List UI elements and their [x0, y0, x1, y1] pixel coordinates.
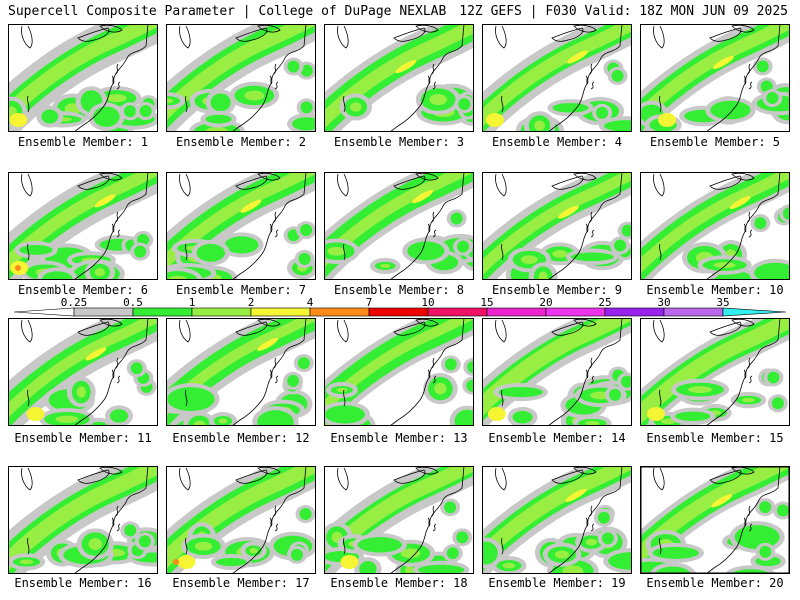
ensemble-member-map[interactable]: [640, 466, 790, 574]
scp-map-plot: [166, 24, 316, 132]
scp-map-plot: [640, 24, 790, 132]
ensemble-member-map[interactable]: [8, 318, 158, 426]
ensemble-member-label: Ensemble Member: 9: [491, 283, 623, 297]
ensemble-member-map[interactable]: [482, 24, 632, 132]
ensemble-member-label: Ensemble Member: 10: [646, 283, 784, 297]
ensemble-member-label: Ensemble Member: 13: [330, 431, 468, 445]
colorbar-tick-label: 15: [480, 296, 493, 309]
scp-map-plot: [324, 318, 474, 426]
ensemble-member-map[interactable]: [640, 24, 790, 132]
colorbar-tick-label: 1: [189, 296, 196, 309]
ensemble-member-map[interactable]: [166, 24, 316, 132]
ensemble-member-label: Ensemble Member: 6: [17, 283, 149, 297]
colorbar-tick-label: 2: [248, 296, 255, 309]
ensemble-member-label: Ensemble Member: 12: [172, 431, 310, 445]
ensemble-member-label: Ensemble Member: 18: [330, 576, 468, 590]
scp-map-plot: [324, 24, 474, 132]
ensemble-member-map[interactable]: [640, 318, 790, 426]
colorbar-segment: [368, 307, 429, 317]
scp-map-plot: [640, 172, 790, 280]
colorbar-tick-label: 4: [307, 296, 314, 309]
colorbar-tick-label: 20: [539, 296, 552, 309]
ensemble-member-map[interactable]: [482, 172, 632, 280]
scp-map-plot: [166, 172, 316, 280]
ensemble-member-map[interactable]: [166, 466, 316, 574]
colorbar-segment: [427, 307, 488, 317]
ensemble-member-map[interactable]: [324, 172, 474, 280]
scp-map-plot: [324, 466, 474, 574]
scp-map-plot: [8, 172, 158, 280]
ensemble-member-label: Ensemble Member: 17: [172, 576, 310, 590]
ensemble-member-label: Ensemble Member: 1: [17, 135, 149, 149]
colorbar-tick-label: 0.25: [61, 296, 88, 309]
ensemble-member-map[interactable]: [8, 172, 158, 280]
ensemble-member-label: Ensemble Member: 16: [14, 576, 152, 590]
page-title: Supercell Composite Parameter | College …: [8, 4, 447, 19]
ensemble-member-map[interactable]: [8, 466, 158, 574]
colorbar-segment: [545, 307, 606, 317]
ensemble-member-map[interactable]: [166, 172, 316, 280]
scp-map-plot: [8, 466, 158, 574]
colorbar-tick-label: 35: [716, 296, 729, 309]
colorbar-tick-label: 7: [366, 296, 373, 309]
ensemble-member-label: Ensemble Member: 5: [649, 135, 781, 149]
scp-map-plot: [482, 172, 632, 280]
scp-map-plot: [482, 466, 632, 574]
colorbar-segment: [250, 307, 311, 317]
colorbar-segment: [663, 307, 724, 317]
ensemble-member-map[interactable]: [166, 318, 316, 426]
ensemble-member-map[interactable]: [640, 172, 790, 280]
ensemble-member-map[interactable]: [482, 466, 632, 574]
scp-map-plot: [482, 318, 632, 426]
colorbar-tick-label: 25: [598, 296, 611, 309]
scp-map-plot: [8, 318, 158, 426]
scp-map-plot: [324, 172, 474, 280]
colorbar-segment: [486, 307, 547, 317]
ensemble-member-label: Ensemble Member: 4: [491, 135, 623, 149]
ensemble-member-label: Ensemble Member: 19: [488, 576, 626, 590]
scp-map-plot: [640, 466, 790, 574]
ensemble-member-label: Ensemble Member: 20: [646, 576, 784, 590]
model-run-info: 12Z GEFS | F030 Valid: 18Z MON JUN 09 20…: [459, 4, 788, 19]
ensemble-member-label: Ensemble Member: 15: [646, 431, 784, 445]
colorbar-segment: [132, 307, 193, 317]
colorbar-segment: [309, 307, 370, 317]
ensemble-member-map[interactable]: [324, 318, 474, 426]
color-scale-legend: 0.25 0.5 1 2 4 7 10 15 20 25 30 35: [14, 296, 786, 317]
ensemble-member-map[interactable]: [8, 24, 158, 132]
colorbar-tick-label: 30: [657, 296, 670, 309]
ensemble-member-map[interactable]: [482, 318, 632, 426]
colorbar-segment: [73, 307, 134, 317]
ensemble-member-label: Ensemble Member: 2: [175, 135, 307, 149]
ensemble-member-label: Ensemble Member: 8: [333, 283, 465, 297]
colorbar-tick-label: 0.5: [123, 296, 143, 309]
scp-map-plot: [166, 318, 316, 426]
colorbar-segment: [191, 307, 252, 317]
ensemble-member-map[interactable]: [324, 466, 474, 574]
scp-map-plot: [166, 466, 316, 574]
ensemble-member-label: Ensemble Member: 14: [488, 431, 626, 445]
scp-map-plot: [8, 24, 158, 132]
scp-map-plot: [482, 24, 632, 132]
colorbar-overflow-segment: [722, 307, 786, 317]
ensemble-member-label: Ensemble Member: 7: [175, 283, 307, 297]
colorbar-underflow-segment: [14, 307, 75, 317]
ensemble-member-label: Ensemble Member: 11: [14, 431, 152, 445]
colorbar-tick-label: 10: [421, 296, 434, 309]
ensemble-member-map[interactable]: [324, 24, 474, 132]
ensemble-member-label: Ensemble Member: 3: [333, 135, 465, 149]
colorbar-segment: [604, 307, 665, 317]
scp-map-plot: [640, 318, 790, 426]
